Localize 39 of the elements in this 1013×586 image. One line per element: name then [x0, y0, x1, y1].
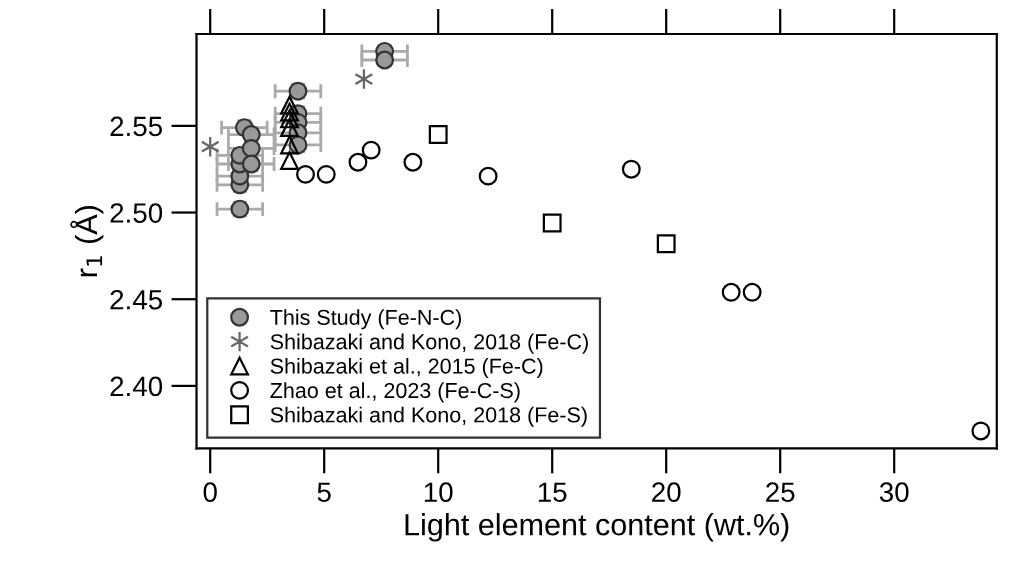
point [361, 140, 381, 160]
point [280, 135, 299, 155]
legend-label: Shibazaki and Kono, 2018 (Fe-S) [270, 406, 587, 427]
x-tick-label: 30 [879, 482, 909, 503]
x-tick-label: 10 [424, 482, 453, 503]
point [200, 135, 220, 158]
point [742, 282, 762, 302]
x-tick-label: 0 [203, 482, 217, 503]
point [280, 95, 299, 115]
point [348, 152, 368, 172]
legend-label: This Study (Fe-N-C) [270, 309, 461, 330]
x-tick-label: 20 [652, 482, 681, 503]
point [280, 109, 299, 129]
point [971, 421, 991, 441]
point [621, 159, 641, 179]
legend-label: Shibazaki et al., 2015 (Fe-C) [270, 357, 543, 379]
point [542, 213, 562, 233]
y-tick-label: 2.45 [110, 289, 163, 310]
point [403, 152, 423, 172]
point [296, 164, 315, 184]
point [280, 102, 299, 122]
point [428, 125, 448, 144]
y-axis-title: r$_{1}$ (Å) [70, 206, 104, 277]
legend-label: Shibazaki and Kono, 2018 (Fe-C) [270, 333, 588, 354]
x-tick-label: 5 [317, 482, 331, 503]
y-tick-label: 2.55 [110, 116, 163, 137]
y-tick-label: 2.50 [110, 203, 163, 223]
point [280, 118, 299, 138]
x-tick-label: 25 [766, 482, 795, 503]
point [478, 166, 498, 186]
y-tick-label: 2.40 [110, 376, 163, 397]
point [354, 68, 374, 90]
point [721, 282, 741, 302]
legend-label: Zhao et al., 2023 (Fe-C-S) [270, 382, 520, 403]
point [280, 151, 299, 170]
x-tick-label: 15 [538, 482, 567, 503]
point [316, 164, 336, 184]
x-axis-title: Light element content (wt.%) [405, 513, 789, 542]
point [656, 234, 676, 254]
